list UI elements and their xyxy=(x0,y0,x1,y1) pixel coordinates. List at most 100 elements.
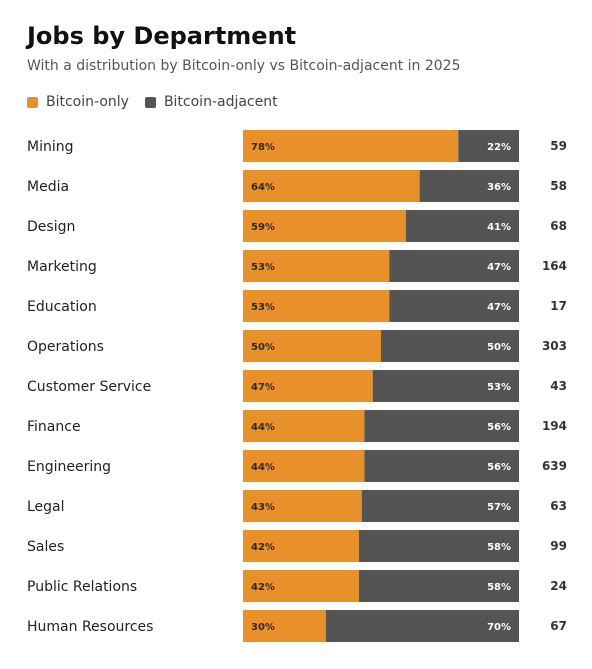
data-label-bitcoin-only-mining: 78% xyxy=(251,142,275,153)
category-label-marketing: Marketing xyxy=(27,259,97,275)
total-label-design: 68 xyxy=(550,219,567,233)
data-label-bitcoin-only-engineering: 44% xyxy=(251,462,275,473)
bar-row-engineering: Engineering 44% 56% 639 xyxy=(27,450,567,482)
bar-row-marketing: Marketing 53% 47% 164 xyxy=(27,250,567,282)
bar-segment-bitcoin-only-operations xyxy=(243,330,381,362)
data-label-bitcoin-only-education: 53% xyxy=(251,302,275,313)
legend-item-bitcoin-adjacent: Bitcoin-adjacent xyxy=(144,94,278,110)
data-label-bitcoin-adjacent-media: 36% xyxy=(487,182,511,193)
bar-row-mining: Mining 78% 22% 59 xyxy=(27,130,567,162)
data-label-bitcoin-only-media: 64% xyxy=(251,182,275,193)
data-label-bitcoin-adjacent-human-resources: 70% xyxy=(487,622,511,633)
bar-segment-bitcoin-only-legal xyxy=(243,490,362,522)
legend-item-bitcoin-only: Bitcoin-only xyxy=(27,94,129,110)
bar-segment-bitcoin-only-human-resources xyxy=(243,610,326,642)
category-label-human-resources: Human Resources xyxy=(27,619,153,635)
bar-segment-bitcoin-only-mining xyxy=(243,130,459,162)
bar-row-human-resources: Human Resources 30% 70% 67 xyxy=(27,610,567,642)
legend-swatch-bitcoin-adjacent xyxy=(144,96,156,108)
data-label-bitcoin-only-marketing: 53% xyxy=(251,262,275,273)
legend-label-bitcoin-only: Bitcoin-only xyxy=(46,94,129,110)
bar-row-media: Media 64% 36% 58 xyxy=(27,170,567,202)
bar-segment-bitcoin-adjacent-operations xyxy=(381,330,519,362)
category-label-design: Design xyxy=(27,219,75,235)
category-label-operations: Operations xyxy=(27,339,104,355)
total-label-education: 17 xyxy=(550,299,567,313)
category-label-sales: Sales xyxy=(27,539,64,555)
bar-segment-bitcoin-adjacent-sales xyxy=(358,530,519,562)
bar-segment-bitcoin-adjacent-engineering xyxy=(364,450,519,482)
bar-row-education: Education 53% 47% 17 xyxy=(27,290,567,322)
total-label-engineering: 639 xyxy=(542,459,567,473)
data-label-bitcoin-adjacent-mining: 22% xyxy=(487,142,511,153)
bar-segment-bitcoin-only-sales xyxy=(243,530,359,562)
data-label-bitcoin-only-public-relations: 42% xyxy=(251,582,275,593)
bar-segment-bitcoin-adjacent-legal xyxy=(361,490,519,522)
bar-segment-bitcoin-adjacent-finance xyxy=(364,410,519,442)
bar-segment-bitcoin-adjacent-public-relations xyxy=(358,570,519,602)
legend-label-bitcoin-adjacent: Bitcoin-adjacent xyxy=(163,94,278,110)
data-label-bitcoin-adjacent-customer-service: 53% xyxy=(487,382,511,393)
data-label-bitcoin-adjacent-operations: 50% xyxy=(487,342,511,353)
category-label-education: Education xyxy=(27,299,97,315)
bar-row-customer-service: Customer Service 47% 53% 43 xyxy=(27,370,567,402)
data-label-bitcoin-only-customer-service: 47% xyxy=(251,382,275,393)
chart-title: Jobs by Department xyxy=(27,22,297,50)
category-label-media: Media xyxy=(27,179,69,195)
category-label-public-relations: Public Relations xyxy=(27,579,137,595)
bar-segment-bitcoin-adjacent-media xyxy=(419,170,519,202)
total-label-human-resources: 67 xyxy=(550,619,567,633)
data-label-bitcoin-only-operations: 50% xyxy=(251,342,275,353)
bar-row-sales: Sales 42% 58% 99 xyxy=(27,530,567,562)
total-label-public-relations: 24 xyxy=(550,579,567,593)
total-label-sales: 99 xyxy=(550,539,567,553)
chart-legend: Bitcoin-only Bitcoin-adjacent xyxy=(27,94,294,110)
data-label-bitcoin-only-human-resources: 30% xyxy=(251,622,275,633)
total-label-legal: 63 xyxy=(550,499,567,513)
total-label-media: 58 xyxy=(550,179,567,193)
bar-segment-bitcoin-adjacent-human-resources xyxy=(325,610,519,642)
total-label-operations: 303 xyxy=(542,339,567,353)
data-label-bitcoin-adjacent-marketing: 47% xyxy=(487,262,511,273)
bar-row-finance: Finance 44% 56% 194 xyxy=(27,410,567,442)
bar-segment-bitcoin-only-design xyxy=(243,210,406,242)
data-label-bitcoin-adjacent-legal: 57% xyxy=(487,502,511,513)
bar-segment-bitcoin-adjacent-mining xyxy=(458,130,519,162)
bar-segment-bitcoin-only-customer-service xyxy=(243,370,373,402)
chart-subtitle: With a distribution by Bitcoin-only vs B… xyxy=(27,58,461,74)
bar-segment-bitcoin-only-engineering xyxy=(243,450,365,482)
data-label-bitcoin-only-design: 59% xyxy=(251,222,275,233)
legend-swatch-bitcoin-only xyxy=(27,96,38,108)
bar-segment-bitcoin-only-finance xyxy=(243,410,365,442)
bar-segment-bitcoin-adjacent-marketing xyxy=(389,250,519,282)
bar-segment-bitcoin-only-media xyxy=(243,170,420,202)
bar-row-design: Design 59% 41% 68 xyxy=(27,210,567,242)
bar-segment-bitcoin-adjacent-customer-service xyxy=(372,370,519,402)
data-label-bitcoin-adjacent-finance: 56% xyxy=(487,422,511,433)
data-label-bitcoin-only-sales: 42% xyxy=(251,542,275,553)
category-label-customer-service: Customer Service xyxy=(27,379,151,395)
total-label-finance: 194 xyxy=(542,419,567,433)
data-label-bitcoin-adjacent-sales: 58% xyxy=(487,542,511,553)
total-label-marketing: 164 xyxy=(542,259,567,273)
category-label-finance: Finance xyxy=(27,419,81,435)
total-label-customer-service: 43 xyxy=(550,379,567,393)
category-label-engineering: Engineering xyxy=(27,459,111,475)
bar-segment-bitcoin-adjacent-design xyxy=(405,210,519,242)
bar-row-operations: Operations 50% 50% 303 xyxy=(27,330,567,362)
data-label-bitcoin-adjacent-design: 41% xyxy=(487,222,511,233)
total-label-mining: 59 xyxy=(550,139,567,153)
bar-segment-bitcoin-only-education xyxy=(243,290,390,322)
bar-segment-bitcoin-only-marketing xyxy=(243,250,390,282)
category-label-mining: Mining xyxy=(27,139,74,155)
bar-segment-bitcoin-only-public-relations xyxy=(243,570,359,602)
data-label-bitcoin-adjacent-public-relations: 58% xyxy=(487,582,511,593)
bar-segment-bitcoin-adjacent-education xyxy=(389,290,519,322)
data-label-bitcoin-only-legal: 43% xyxy=(251,502,275,513)
data-label-bitcoin-only-finance: 44% xyxy=(251,422,275,433)
data-label-bitcoin-adjacent-engineering: 56% xyxy=(487,462,511,473)
data-label-bitcoin-adjacent-education: 47% xyxy=(487,302,511,313)
category-label-legal: Legal xyxy=(27,499,65,515)
bar-row-public-relations: Public Relations 42% 58% 24 xyxy=(27,570,567,602)
